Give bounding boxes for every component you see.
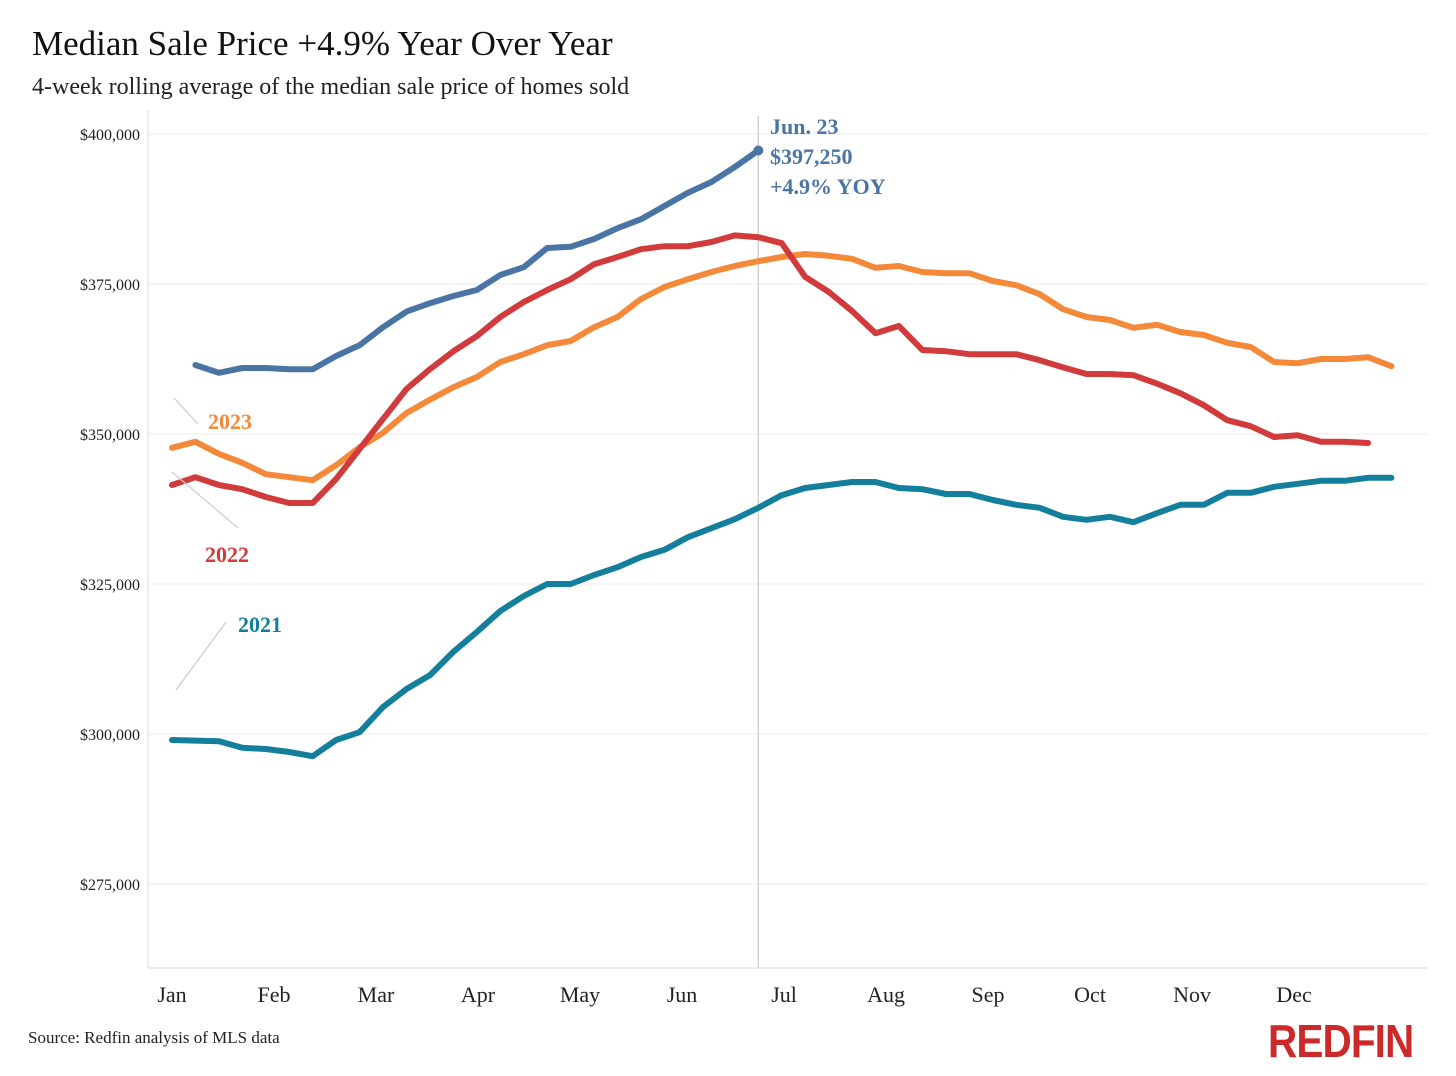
redfin-logo: REDFIN — [1268, 1015, 1414, 1067]
x-tick-label: Oct — [1074, 982, 1106, 1007]
chart-title: Median Sale Price +4.9% Year Over Year — [32, 24, 613, 63]
current-value-point — [753, 145, 764, 156]
label-leader-line — [173, 397, 199, 425]
annotation-text: $397,250 — [770, 144, 853, 169]
series-line — [192, 147, 762, 376]
x-tick-label: Mar — [358, 982, 395, 1007]
series-line — [169, 251, 1395, 484]
label-leader-line — [175, 621, 227, 691]
x-tick-label: Jan — [157, 982, 186, 1007]
series-line — [169, 474, 1395, 760]
annotation: Jun. 23 $397,250 +4.9% YOY — [770, 114, 886, 199]
series-label: 2022 — [205, 542, 249, 567]
x-tick-label: Aug — [867, 982, 905, 1007]
annotation-text: +4.9% YOY — [770, 174, 886, 199]
y-tick-label: $300,000 — [80, 727, 140, 744]
series-labels: 2023 2022 2021 — [171, 397, 282, 691]
x-tick-label: Jun — [667, 982, 698, 1007]
x-tick-label: Dec — [1276, 982, 1312, 1007]
series-line — [169, 232, 1371, 506]
x-tick-label: Feb — [258, 982, 291, 1007]
series-lines — [169, 145, 1395, 760]
y-axis-ticks: $275,000 $300,000 $325,000 $350,000 $375,000… — [80, 127, 140, 894]
y-tick-label: $375,000 — [80, 277, 140, 294]
axes — [147, 110, 1428, 969]
chart-subtitle: 4-week rolling average of the median sal… — [32, 74, 630, 100]
x-tick-label: Nov — [1173, 982, 1211, 1007]
x-axis-ticks: Jan Feb Mar Apr May Jun Jul Aug Sep Oct Nov Dec — [157, 982, 1312, 1007]
series-label: 2023 — [208, 409, 252, 434]
label-leader-line — [171, 471, 239, 529]
x-tick-label: Apr — [461, 982, 496, 1007]
x-tick-label: Sep — [972, 982, 1005, 1007]
annotation-text: Jun. 23 — [770, 114, 838, 139]
x-tick-label: Jul — [771, 982, 797, 1007]
y-tick-label: $400,000 — [80, 127, 140, 144]
series-label: 2021 — [238, 612, 282, 637]
y-tick-label: $325,000 — [80, 577, 140, 594]
y-tick-label: $275,000 — [80, 877, 140, 894]
grid-lines — [148, 133, 1428, 885]
y-tick-label: $350,000 — [80, 427, 140, 444]
x-tick-label: May — [560, 982, 600, 1007]
source-note: Source: Redfin analysis of MLS data — [28, 1028, 280, 1047]
